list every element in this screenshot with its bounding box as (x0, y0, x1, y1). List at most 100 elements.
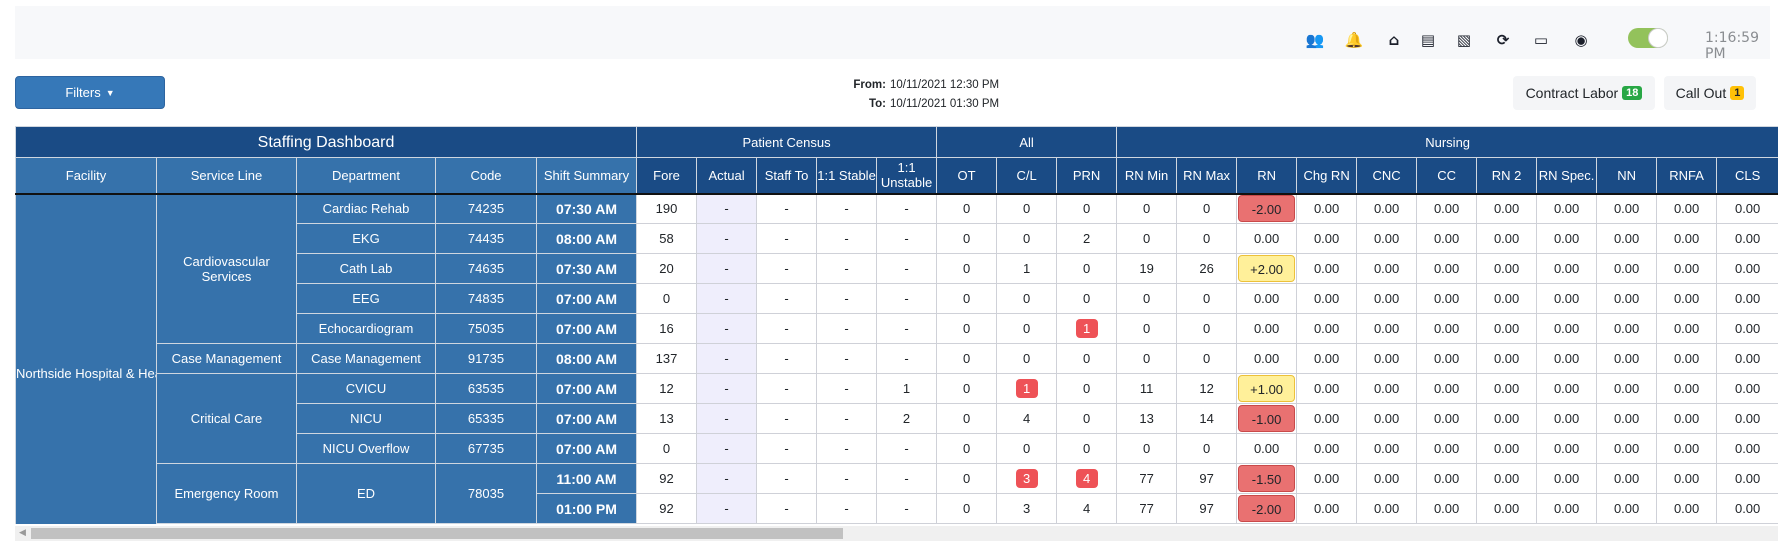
rn-cell[interactable]: +2.00 (1236, 253, 1298, 284)
cl-flag-badge[interactable]: 1 (1015, 379, 1038, 398)
column-header-rn[interactable]: RN (1236, 157, 1298, 195)
file-excel-icon[interactable]: ▧ (1456, 31, 1472, 49)
chg-rn-cell: 0.00 (1296, 193, 1358, 224)
column-header-facility[interactable]: Facility (15, 157, 157, 195)
shift-summary-cell[interactable]: 07:00 AM (535, 283, 638, 314)
column-header-c-l[interactable]: C/L (996, 157, 1058, 195)
rn-cell[interactable]: -2.00 (1236, 193, 1298, 224)
column-header-rn-min[interactable]: RN Min (1116, 157, 1178, 195)
staff-to-cell: - (756, 283, 818, 314)
column-header-nn[interactable]: NN (1596, 157, 1658, 195)
service-line-cell[interactable]: Cardiovascular Services (156, 193, 297, 344)
cl-cell: 3 (996, 493, 1058, 524)
rn-max-cell: 0 (1176, 223, 1238, 254)
chg-rn-cell: 0.00 (1296, 433, 1358, 464)
scroll-left-icon[interactable]: ◀ (19, 528, 26, 538)
horizontal-scrollbar[interactable]: ◀ (15, 526, 1778, 541)
shift-summary-cell[interactable]: 07:30 AM (535, 253, 638, 284)
toggle-knob[interactable] (1648, 28, 1668, 48)
column-header-code[interactable]: Code (435, 157, 537, 195)
column-header-staff-to[interactable]: Staff To (756, 157, 818, 195)
rn-variance-yellow[interactable]: +1.00 (1238, 375, 1296, 402)
column-header-cls[interactable]: CLS (1716, 157, 1778, 195)
column-header-rn-max[interactable]: RN Max (1176, 157, 1238, 195)
shift-summary-cell[interactable]: 11:00 AM (535, 463, 638, 494)
column-header-department[interactable]: Department (296, 157, 436, 195)
staff-to-cell: - (756, 343, 818, 374)
unstable-cell: - (876, 343, 938, 374)
column-header-cc[interactable]: CC (1416, 157, 1478, 195)
user-circle-icon[interactable]: ◉ (1574, 31, 1588, 49)
shift-summary-cell[interactable]: 07:00 AM (535, 403, 638, 434)
call-out-button[interactable]: Call Out 1 (1664, 76, 1756, 110)
rn-cell[interactable]: -2.00 (1236, 493, 1298, 524)
stable-cell: - (816, 223, 878, 254)
column-header-cnc[interactable]: CNC (1356, 157, 1418, 195)
contract-labor-button[interactable]: Contract Labor 18 (1513, 76, 1655, 110)
column-header-actual[interactable]: Actual (696, 157, 758, 195)
service-line-cell[interactable]: Critical Care (156, 373, 297, 464)
id-card-icon[interactable]: ▭ (1533, 31, 1549, 49)
shift-summary-cell[interactable]: 08:00 AM (535, 343, 638, 374)
rn-variance-yellow[interactable]: +2.00 (1238, 255, 1296, 282)
department-cell[interactable]: NICU (296, 403, 436, 434)
rn-cell[interactable]: +1.00 (1236, 373, 1298, 404)
prn-flag-badge[interactable]: 1 (1075, 319, 1098, 338)
prn-cell[interactable]: 4 (1056, 463, 1118, 494)
department-cell[interactable]: NICU Overflow (296, 433, 436, 464)
cl-cell[interactable]: 3 (996, 463, 1058, 494)
column-header-shift-summary[interactable]: Shift Summary (535, 157, 638, 195)
prn-cell[interactable]: 1 (1056, 313, 1118, 344)
column-header-rnfa[interactable]: RNFA (1656, 157, 1718, 195)
home-icon[interactable]: ⌂ (1388, 31, 1400, 49)
department-cell[interactable]: EKG (296, 223, 436, 254)
rn-variance-red[interactable]: -2.00 (1238, 195, 1296, 223)
prn-cell: 0 (1056, 193, 1118, 224)
refresh-icon[interactable]: ⟳ (1496, 31, 1510, 49)
rn-cell[interactable]: -1.50 (1236, 463, 1298, 494)
column-header-prn[interactable]: PRN (1056, 157, 1118, 195)
shift-summary-cell[interactable]: 07:00 AM (535, 373, 638, 404)
cl-flag-badge[interactable]: 3 (1015, 469, 1038, 488)
facility-cell[interactable]: Northside Hospital & Heart Institute (15, 193, 157, 524)
department-cell[interactable]: CVICU (296, 373, 436, 404)
department-cell[interactable]: Cardiac Rehab (296, 193, 436, 224)
cl-cell[interactable]: 1 (996, 373, 1058, 404)
prn-flag-badge[interactable]: 4 (1075, 469, 1098, 488)
rn-cell[interactable]: -1.00 (1236, 403, 1298, 434)
scrollbar-thumb[interactable] (31, 528, 843, 539)
column-header-chg-rn[interactable]: Chg RN (1296, 157, 1358, 195)
shift-summary-cell[interactable]: 08:00 AM (535, 223, 638, 254)
filters-button[interactable]: Filters ▼ (15, 76, 165, 109)
department-cell[interactable]: Cath Lab (296, 253, 436, 284)
department-cell[interactable]: EEG (296, 283, 436, 314)
department-cell[interactable]: Case Management (296, 343, 436, 374)
view-toggle[interactable] (1628, 28, 1668, 48)
file-pdf-icon[interactable]: ▤ (1420, 31, 1436, 49)
stable-cell: - (816, 433, 878, 464)
shift-summary-cell[interactable]: 07:00 AM (535, 313, 638, 344)
service-line-cell[interactable]: Emergency Room (156, 463, 297, 524)
table-row: EEG 74835 07:00 AM 0- - - -0 0 0 0 0 0.00 0.00 0.00 0.… (16, 283, 1778, 314)
shift-summary-cell[interactable]: 07:30 AM (535, 193, 638, 224)
column-header-rn-spec[interactable]: RN Spec. (1536, 157, 1598, 195)
department-cell[interactable]: ED (296, 463, 436, 524)
shift-summary-cell[interactable]: 01:00 PM (535, 493, 638, 524)
shift-summary-cell[interactable]: 07:00 AM (535, 433, 638, 464)
table-row: EKG 74435 08:00 AM 58- - - -0 0 2 0 0 0.00 0.00 0.00 0… (16, 223, 1778, 254)
rn-variance-red[interactable]: -1.50 (1238, 465, 1296, 492)
table-row-partial (16, 523, 1778, 524)
service-line-cell[interactable]: Case Management (156, 343, 297, 374)
users-icon[interactable]: 👥 (1305, 31, 1325, 49)
column-header-rn-2[interactable]: RN 2 (1476, 157, 1538, 195)
column-header-1-1-stable[interactable]: 1:1 Stable (816, 157, 878, 195)
bell-icon[interactable]: 🔔 (1344, 31, 1364, 49)
column-header-fore[interactable]: Fore (636, 157, 698, 195)
column-header-service-line[interactable]: Service Line (156, 157, 297, 195)
rn-variance-red[interactable]: -2.00 (1238, 495, 1296, 522)
table-cell (1716, 523, 1778, 524)
column-header-1-1-unstable[interactable]: 1:1 Unstable (876, 157, 938, 195)
rn-variance-red[interactable]: -1.00 (1238, 405, 1296, 432)
department-cell[interactable]: Echocardiogram (296, 313, 436, 344)
column-header-ot[interactable]: OT (936, 157, 998, 195)
